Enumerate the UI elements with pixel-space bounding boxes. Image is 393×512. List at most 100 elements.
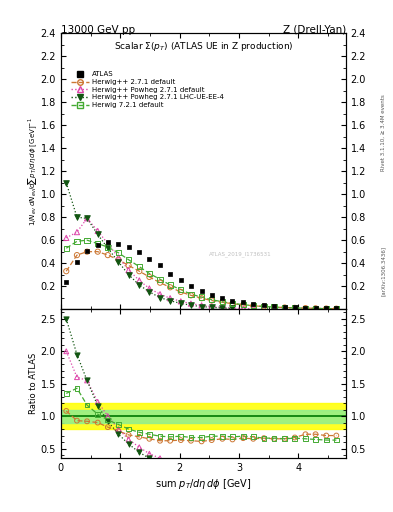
Point [240, 434, 246, 442]
Point [136, 263, 142, 271]
Point [125, 266, 132, 274]
Point [105, 244, 111, 252]
Point [230, 304, 236, 312]
Point [271, 303, 277, 311]
Point [219, 304, 226, 312]
Point [240, 432, 246, 440]
Point [178, 432, 184, 440]
Point [281, 304, 288, 312]
Point [74, 251, 80, 259]
Point [209, 432, 215, 440]
Point [240, 301, 246, 309]
Point [312, 430, 319, 438]
Point [105, 423, 111, 431]
Point [198, 301, 205, 309]
Point [167, 437, 173, 445]
Y-axis label: Ratio to ATLAS: Ratio to ATLAS [29, 353, 38, 414]
Point [271, 302, 277, 310]
Point [84, 376, 90, 385]
Point [74, 258, 80, 266]
Point [230, 433, 236, 441]
Point [188, 301, 194, 309]
Text: 13000 GeV pp: 13000 GeV pp [61, 25, 135, 35]
Point [167, 281, 173, 289]
Point [230, 435, 236, 443]
Point [63, 315, 70, 323]
Point [198, 433, 205, 441]
Point [125, 431, 132, 439]
Point [95, 398, 101, 406]
Point [125, 425, 132, 433]
Point [136, 281, 142, 289]
Point [198, 294, 205, 302]
X-axis label: sum $p_T/d\eta\,d\phi\ [\mathrm{GeV}]$: sum $p_T/d\eta\,d\phi\ [\mathrm{GeV}]$ [155, 477, 252, 492]
Point [146, 269, 152, 278]
Point [178, 464, 184, 472]
Point [312, 435, 319, 443]
Point [230, 472, 236, 480]
Point [240, 301, 246, 309]
Point [95, 230, 101, 239]
Point [188, 437, 194, 445]
Point [95, 410, 101, 418]
Point [188, 290, 194, 298]
Point [136, 443, 142, 451]
Point [261, 434, 267, 442]
Point [323, 305, 329, 313]
Point [292, 433, 298, 441]
Point [188, 291, 194, 300]
Point [157, 261, 163, 269]
Point [250, 302, 256, 310]
Point [125, 261, 132, 269]
Point [167, 433, 173, 441]
Point [95, 241, 101, 249]
Point [209, 295, 215, 304]
Point [292, 434, 298, 442]
Point [63, 244, 70, 252]
Point [84, 376, 90, 385]
Point [261, 301, 267, 309]
Point [105, 240, 111, 248]
Point [63, 234, 70, 242]
Point [333, 432, 340, 440]
Point [146, 454, 152, 462]
Point [188, 466, 194, 474]
Point [333, 305, 340, 313]
Text: Rivet 3.1.10, ≥ 3.4M events: Rivet 3.1.10, ≥ 3.4M events [381, 95, 386, 172]
Point [230, 300, 236, 308]
Point [178, 459, 184, 467]
Point [281, 304, 288, 312]
Point [95, 227, 101, 235]
Point [125, 255, 132, 264]
Point [74, 417, 80, 425]
Point [209, 464, 215, 473]
Point [333, 304, 340, 312]
Point [198, 303, 205, 311]
Point [271, 435, 277, 443]
Point [105, 251, 111, 259]
Point [281, 303, 288, 311]
Point [312, 304, 319, 312]
Point [105, 239, 111, 247]
Point [230, 300, 236, 308]
Point [250, 435, 256, 443]
Point [250, 302, 256, 310]
Point [219, 303, 226, 311]
Point [116, 240, 122, 248]
Point [84, 214, 90, 222]
Point [198, 293, 205, 301]
Point [74, 373, 80, 381]
Text: Scalar $\Sigma(p_T)$ (ATLAS UE in Z production): Scalar $\Sigma(p_T)$ (ATLAS UE in Z prod… [114, 40, 293, 53]
Point [167, 457, 173, 465]
Point [323, 436, 329, 444]
Point [84, 417, 90, 425]
Point [157, 437, 163, 445]
Point [84, 248, 90, 256]
Point [167, 296, 173, 305]
Point [136, 248, 142, 256]
Point [240, 304, 246, 312]
Point [95, 401, 101, 410]
Point [178, 288, 184, 296]
Point [209, 436, 215, 444]
Point [116, 258, 122, 266]
